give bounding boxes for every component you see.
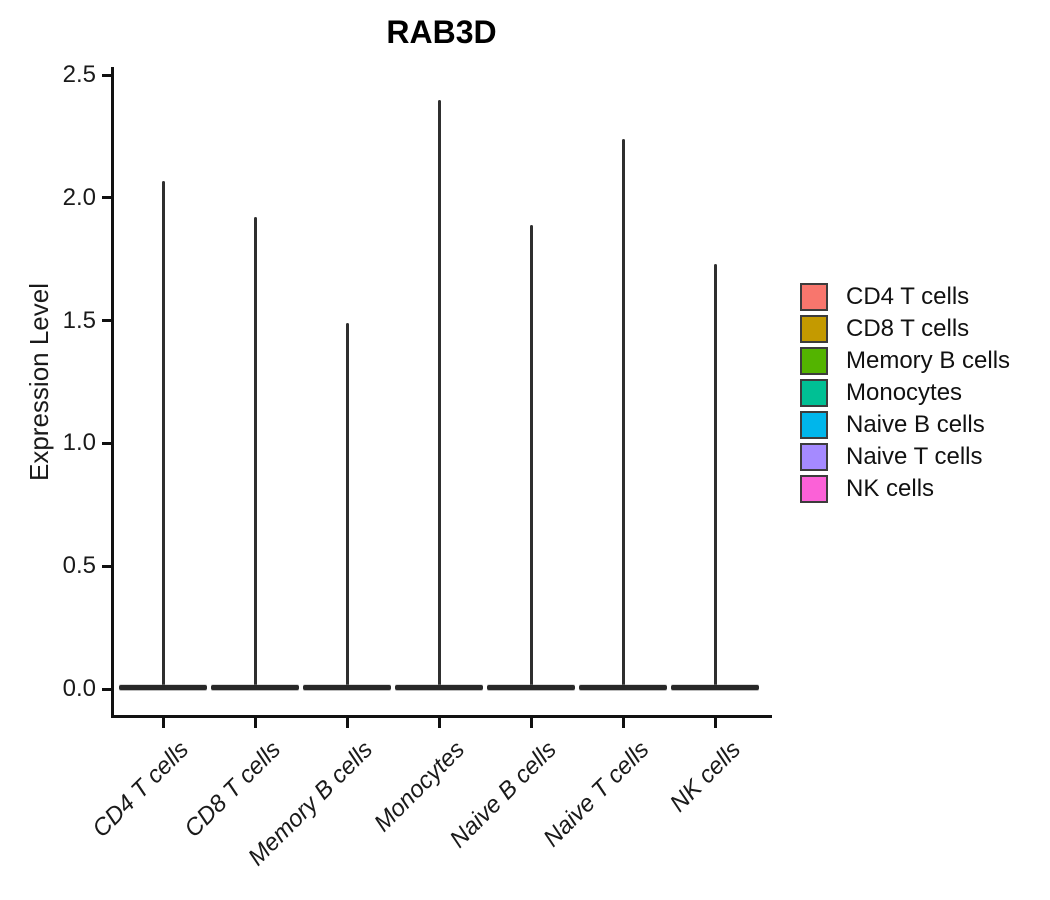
legend-label: Naive B cells [846, 411, 985, 438]
x-tick-label: CD4 T cells [87, 736, 195, 843]
legend-item: Memory B cells [800, 347, 1010, 375]
legend-color-swatch [800, 443, 828, 471]
x-tick-mark [713, 718, 717, 728]
legend-item: Naive T cells [800, 443, 1010, 471]
y-tick-label: 2.0 [62, 183, 96, 211]
violin-base [671, 684, 759, 690]
legend-label: NK cells [846, 475, 935, 502]
legend: CD4 T cells CD8 T cells Memory B cells Mono… [800, 283, 1010, 507]
legend-label: Monocytes [846, 379, 963, 406]
x-tick-mark [437, 718, 441, 728]
chart-title: RAB3D [386, 14, 497, 50]
legend-item: CD8 T cells [800, 315, 1010, 343]
legend-color-swatch [800, 379, 828, 407]
y-axis-line [110, 67, 114, 718]
y-tick-label: 1.0 [62, 429, 96, 457]
x-tick-mark [161, 718, 165, 728]
violin-spike [161, 180, 165, 686]
legend-color-swatch [800, 347, 828, 375]
x-tick-mark [253, 718, 257, 728]
y-axis-title: Expression Level [24, 283, 54, 481]
y-tick-mark [102, 687, 112, 691]
y-tick-label: 0.5 [62, 552, 96, 580]
legend-color-swatch [800, 475, 828, 503]
y-tick-mark [102, 319, 112, 323]
violin-base [579, 684, 667, 690]
y-tick-label: 1.5 [62, 306, 96, 334]
legend-item: Naive B cells [800, 411, 1010, 439]
violin-spike [253, 217, 257, 686]
legend-item: NK cells [800, 475, 1010, 503]
legend-color-swatch [800, 283, 828, 311]
x-tick-label: NK cells [664, 736, 747, 818]
violin-base [395, 684, 483, 690]
legend-item: CD4 T cells [800, 283, 1010, 311]
legend-label: CD8 T cells [846, 315, 970, 342]
y-tick-mark [102, 73, 112, 77]
violin-base [303, 684, 391, 690]
y-tick-mark [102, 564, 112, 568]
y-tick-mark [102, 441, 112, 445]
legend-label: Naive T cells [846, 443, 983, 470]
x-axis-line [110, 715, 772, 718]
violin-base [487, 684, 575, 690]
violin-spike [437, 99, 441, 686]
x-tick-mark [621, 718, 625, 728]
y-tick-label: 0.0 [62, 675, 96, 702]
y-tick-mark [102, 196, 112, 200]
violin-spike [621, 138, 625, 686]
y-tick-label: 2.5 [62, 61, 96, 88]
violin-spike [713, 264, 717, 686]
violin-spike [345, 323, 349, 686]
violin-base [119, 684, 207, 690]
legend-color-swatch [800, 411, 828, 439]
violin-base [211, 684, 299, 690]
legend-item: Monocytes [800, 379, 1010, 407]
violin-spike [529, 224, 533, 686]
legend-label: CD4 T cells [846, 283, 970, 310]
x-tick-mark [529, 718, 533, 728]
legend-label: Memory B cells [846, 347, 1011, 374]
x-tick-mark [345, 718, 349, 728]
legend-color-swatch [800, 315, 828, 343]
